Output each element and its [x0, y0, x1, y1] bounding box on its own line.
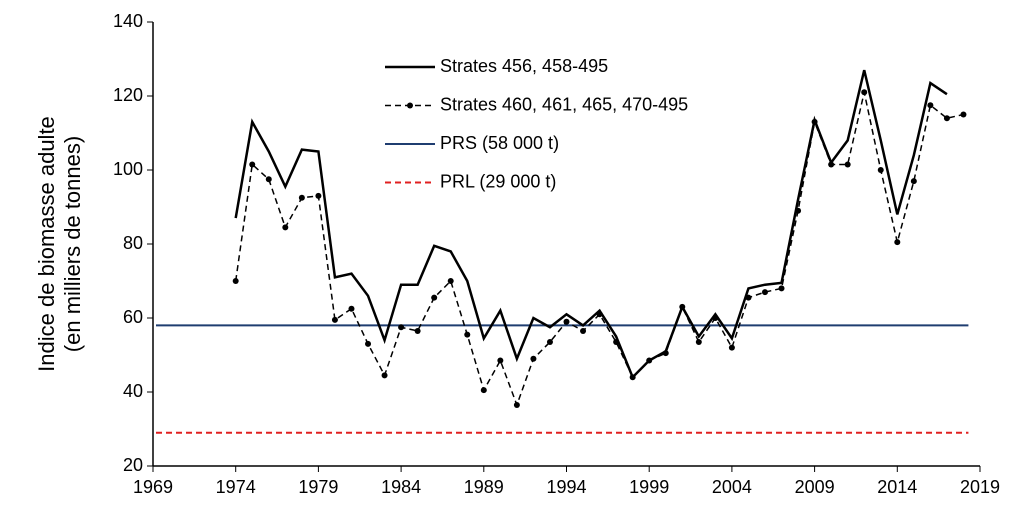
series-marker — [331, 316, 338, 323]
y-tick-label: 140 — [113, 11, 143, 31]
series-marker — [480, 387, 487, 394]
series-marker — [695, 339, 702, 346]
series-line — [234, 92, 964, 408]
series-marker — [546, 339, 553, 346]
x-tick-label: 1979 — [298, 477, 338, 497]
series-marker — [778, 285, 785, 292]
y-tick-label: 20 — [123, 455, 143, 475]
series-marker — [348, 305, 355, 312]
y-axis-title-line: Indice de biomasse adulte — [34, 116, 59, 372]
y-axis-title: Indice de biomasse adulte (en milliers d… — [34, 116, 85, 372]
series-marker — [315, 192, 322, 199]
x-tick-label: 1999 — [629, 477, 669, 497]
x-tick-label: 1984 — [381, 477, 421, 497]
series-marker — [447, 278, 454, 284]
legend-label: Strates 456, 458-495 — [440, 56, 608, 76]
series-marker — [265, 176, 272, 183]
series-marker — [464, 331, 471, 338]
x-tick-label: 2019 — [960, 477, 1000, 497]
series-marker — [596, 311, 603, 318]
series-marker — [795, 207, 802, 214]
y-tick-label: 120 — [113, 85, 143, 105]
series-marker — [761, 289, 768, 296]
series-line — [234, 69, 948, 380]
x-tick-label: 2009 — [795, 477, 835, 497]
y-tick-label: 60 — [123, 307, 143, 327]
series-marker — [398, 324, 405, 331]
legend-label: PRL (29 000 t) — [440, 171, 556, 191]
series-marker — [745, 294, 752, 301]
series-marker — [646, 357, 653, 364]
x-tick-label: 1969 — [133, 477, 173, 497]
x-tick-label: 2014 — [877, 477, 917, 497]
series-marker — [960, 111, 967, 118]
series-marker — [298, 194, 305, 201]
y-tick-label: 80 — [123, 233, 143, 253]
series-marker — [828, 161, 835, 168]
series-marker — [943, 115, 950, 122]
series-marker — [629, 374, 636, 381]
legend-marker — [407, 102, 413, 109]
x-tick-label: 2004 — [712, 477, 752, 497]
x-tick-label: 1989 — [464, 477, 504, 497]
series-marker — [431, 294, 438, 301]
series-marker — [712, 315, 719, 321]
series-marker — [894, 239, 901, 246]
series-marker — [513, 401, 520, 408]
legend-label: PRS (58 000 t) — [440, 133, 559, 153]
series-marker — [910, 178, 917, 185]
series-marker — [679, 303, 686, 310]
y-axis-title-line: (en milliers de tonnes) — [60, 136, 85, 352]
series-marker — [497, 357, 504, 364]
series-marker — [580, 327, 587, 334]
series-marker — [563, 318, 570, 325]
series-marker — [381, 372, 388, 379]
series-marker — [844, 161, 851, 168]
x-tick-label: 1994 — [546, 477, 586, 497]
series-marker — [232, 278, 239, 284]
series-marker — [861, 89, 868, 96]
series-marker — [877, 167, 884, 173]
legend-label: Strates 460, 461, 465, 470-495 — [440, 94, 688, 114]
series-marker — [365, 340, 372, 347]
x-tick-label: 1974 — [216, 477, 256, 497]
series-marker — [530, 355, 537, 362]
y-tick-label: 100 — [113, 159, 143, 179]
series-marker — [927, 102, 934, 109]
series-marker — [414, 327, 421, 334]
series-marker — [811, 118, 818, 125]
series-marker — [728, 344, 735, 351]
series-marker — [662, 350, 669, 357]
series-marker — [613, 339, 620, 346]
series-marker — [249, 161, 256, 168]
series-marker — [282, 224, 289, 231]
y-tick-label: 40 — [123, 381, 143, 401]
